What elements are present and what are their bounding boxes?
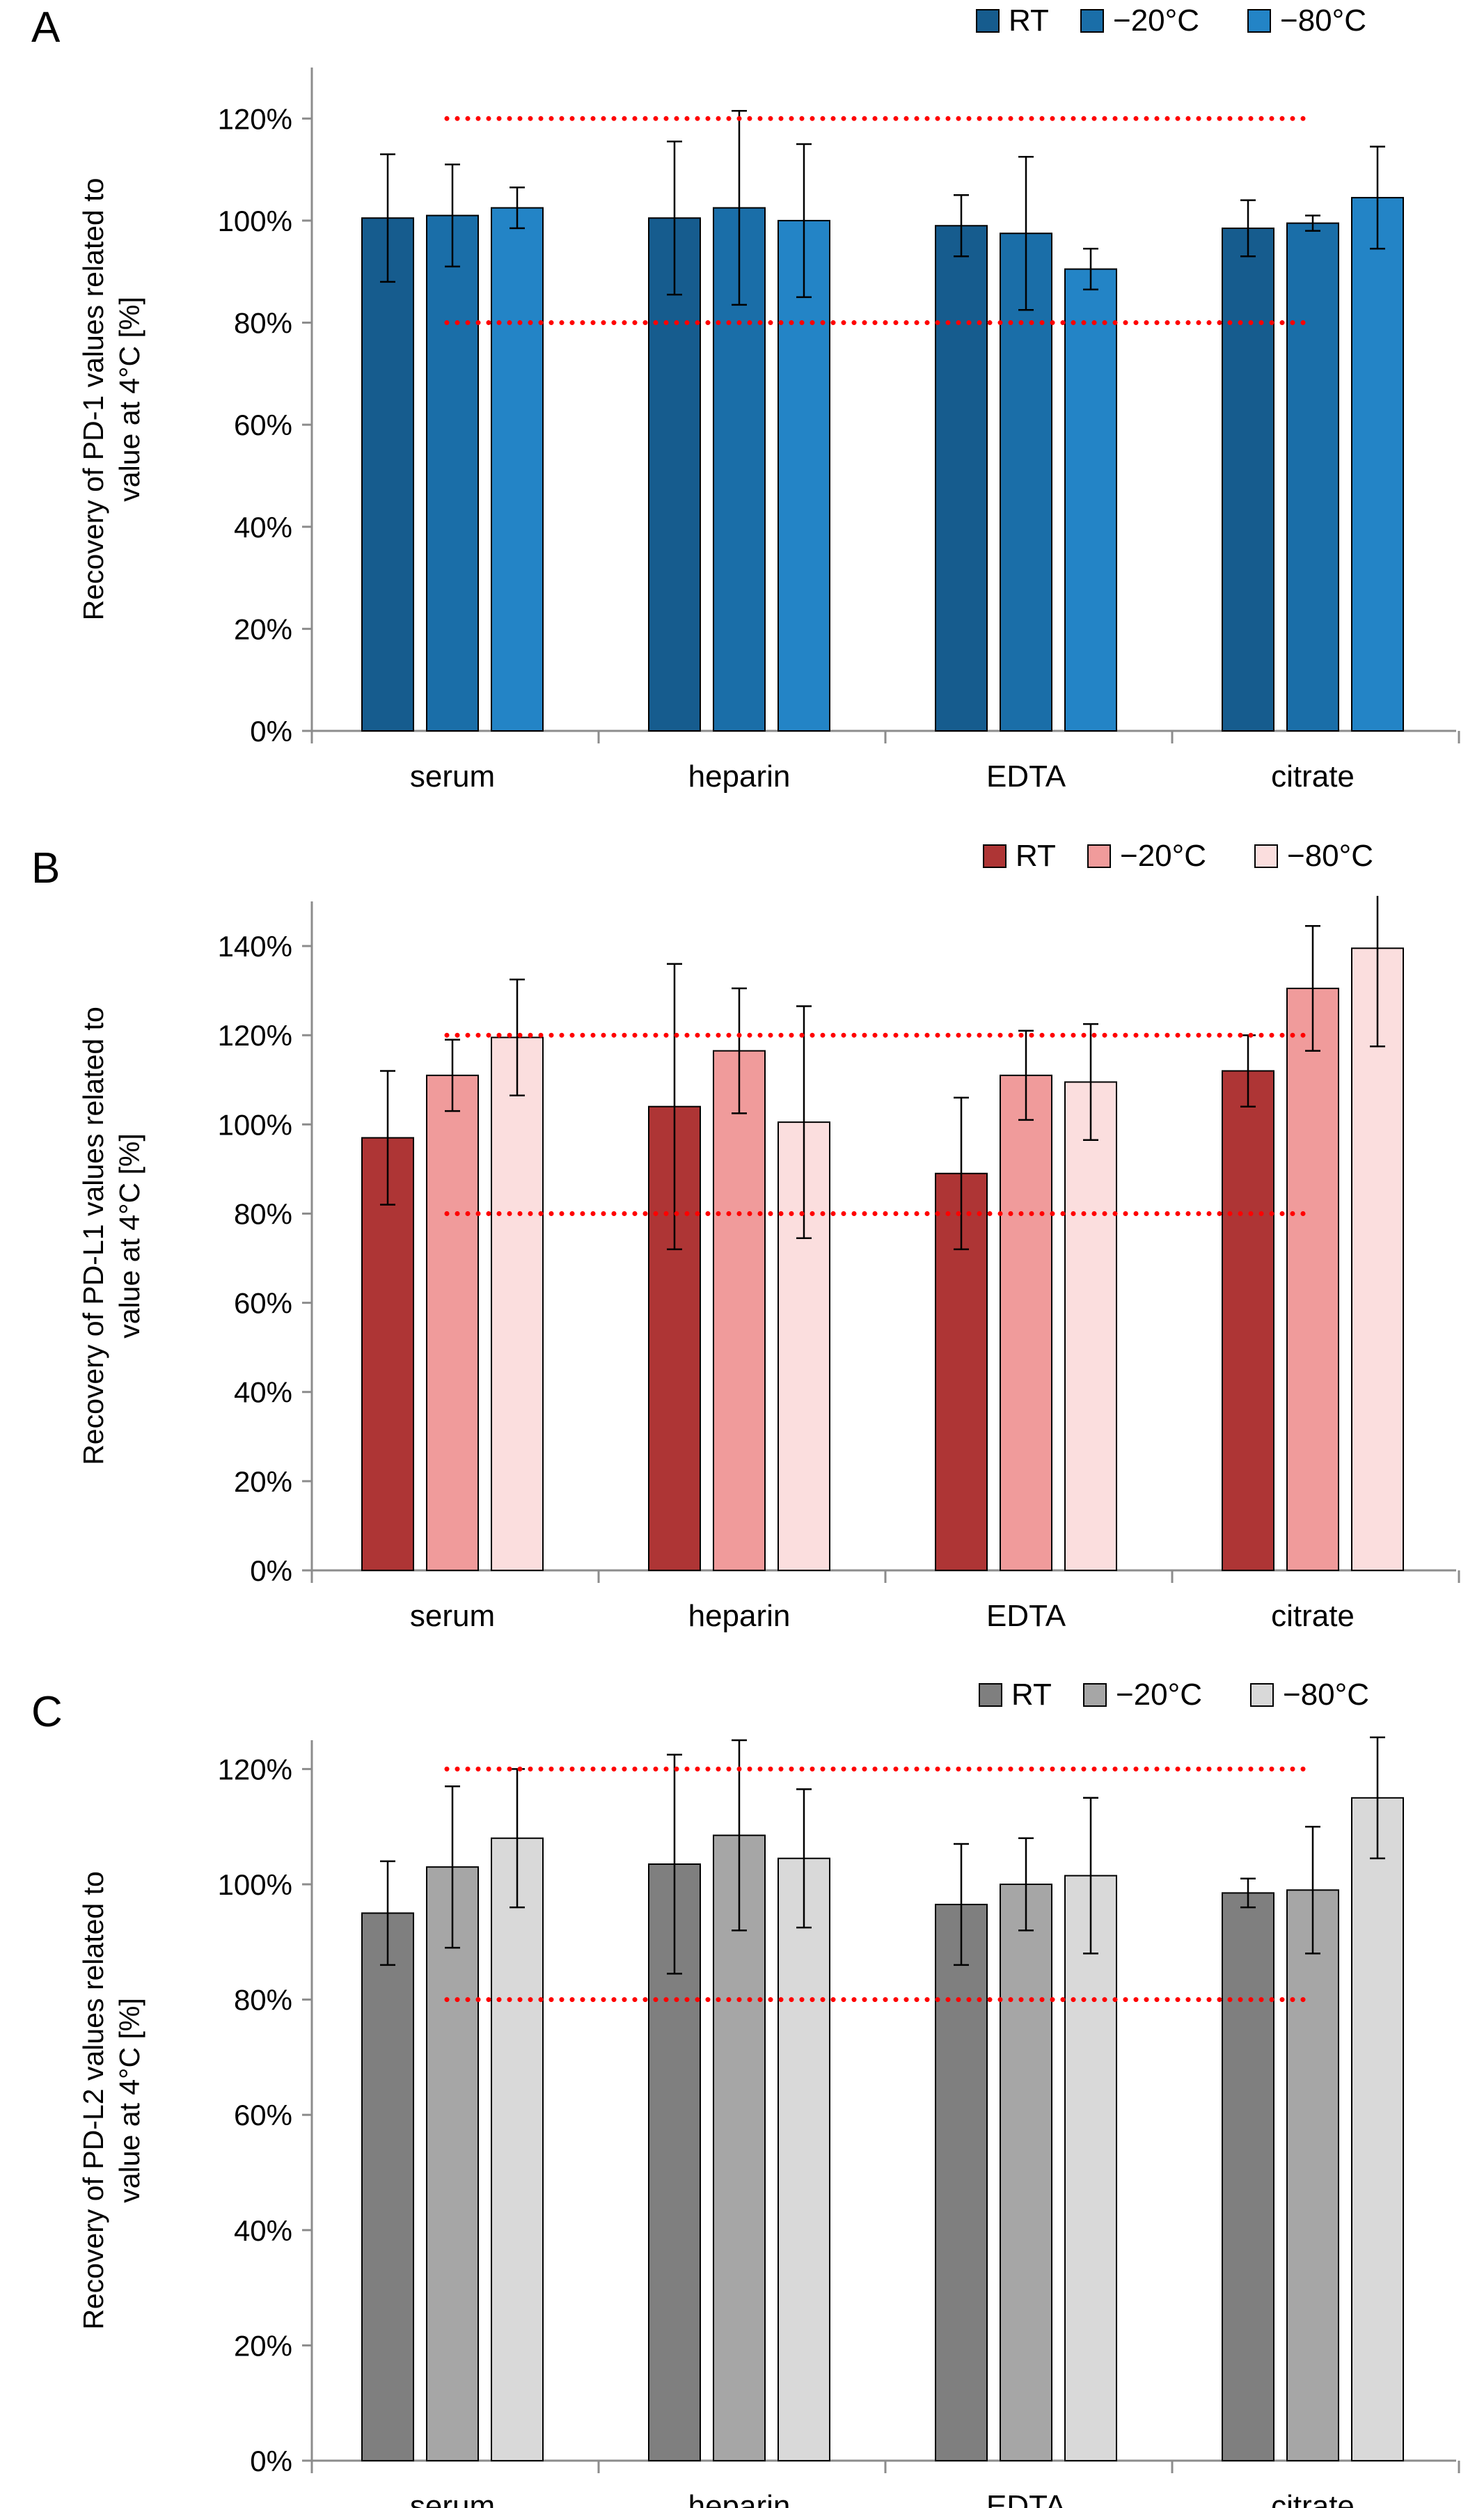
bar-citrate-0 xyxy=(1222,1070,1274,1572)
y-tick-label: 80% xyxy=(234,1984,292,2017)
y-tick-label: 100% xyxy=(218,1108,292,1141)
bar-heparin-0 xyxy=(648,217,701,732)
x-tick-label: EDTA xyxy=(986,1599,1066,1633)
x-tick-label: serum xyxy=(410,2489,495,2508)
legend-swatch xyxy=(979,1683,1002,1707)
bar-serum-0 xyxy=(361,1137,414,1571)
y-tick-label: 0% xyxy=(250,715,292,748)
y-tick-label: 40% xyxy=(234,511,292,544)
chart-panel-c: C 0% 20% 40% 60% 80% 100% 120% Recovery of PD-L2… xyxy=(31,1678,1460,2508)
bar-EDTA-0 xyxy=(935,225,988,732)
y-tick-label: 100% xyxy=(218,1868,292,1901)
bar-citrate-1 xyxy=(1286,987,1339,1572)
chart-panel-b: B 0% 20% 40% 60% 80% 100% 120% 140% Recovery of P… xyxy=(31,839,1460,1633)
y-tick-label: 40% xyxy=(234,1376,292,1409)
x-tick-label: serum xyxy=(410,759,495,794)
legend-label: −80°C xyxy=(1283,1678,1369,1712)
legend-swatch xyxy=(1087,844,1111,868)
chart-panel-a: A 0% 20% 40% 60% 80% 100% 120% Recovery of PD-1 … xyxy=(31,3,1460,794)
bar-heparin-2 xyxy=(777,1857,830,2461)
y-tick-label: 140% xyxy=(218,930,292,963)
bar-EDTA-1 xyxy=(1000,232,1052,732)
legend-swatch xyxy=(976,9,1000,33)
y-tick-label: 80% xyxy=(234,1197,292,1230)
bar-heparin-1 xyxy=(713,1050,766,1571)
legend-label: RT xyxy=(1009,3,1049,38)
legend-label: −20°C xyxy=(1113,3,1199,38)
bar-serum-1 xyxy=(426,214,479,732)
y-axis-title: value at 4°C [%] xyxy=(113,1998,145,2202)
legend-label: −20°C xyxy=(1116,1678,1202,1712)
panel-label: B xyxy=(31,844,60,892)
legend-swatch xyxy=(1254,844,1278,868)
x-tick-label: heparin xyxy=(688,2489,791,2508)
y-tick-label: 20% xyxy=(234,613,292,645)
y-tick-label: 120% xyxy=(218,1753,292,1785)
bar-citrate-2 xyxy=(1351,196,1404,732)
y-tick-label: 60% xyxy=(234,2099,292,2131)
legend-swatch xyxy=(983,844,1007,868)
legend-swatch xyxy=(1080,9,1104,33)
panel-label: C xyxy=(31,1688,63,1736)
x-tick-label: EDTA xyxy=(986,2489,1066,2508)
bar-EDTA-1 xyxy=(1000,1074,1052,1571)
y-axis-title: Recovery of PD-1 values related to xyxy=(77,178,109,621)
y-tick-label: 0% xyxy=(250,2445,292,2477)
legend-swatch xyxy=(1250,1683,1274,1707)
bar-serum-1 xyxy=(426,1074,479,1571)
bar-EDTA-0 xyxy=(935,1903,988,2461)
bar-citrate-0 xyxy=(1222,1892,1274,2461)
bar-citrate-1 xyxy=(1286,1889,1339,2461)
y-tick-label: 0% xyxy=(250,1554,292,1587)
bar-EDTA-2 xyxy=(1064,1875,1117,2462)
y-tick-label: 100% xyxy=(218,205,292,237)
legend-label: RT xyxy=(1011,1678,1052,1712)
legend-label: −80°C xyxy=(1287,839,1373,873)
bar-serum-0 xyxy=(361,1912,414,2461)
y-axis-title: value at 4°C [%] xyxy=(113,297,145,501)
bar-heparin-2 xyxy=(777,219,830,732)
y-axis-title: Recovery of PD-L2 values related to xyxy=(77,1871,109,2330)
x-tick-label: serum xyxy=(410,1599,495,1633)
y-tick-label: 120% xyxy=(218,102,292,135)
bar-citrate-1 xyxy=(1286,222,1339,732)
x-tick-label: citrate xyxy=(1271,1599,1355,1633)
y-tick-label: 40% xyxy=(234,2214,292,2247)
y-tick-label: 60% xyxy=(234,409,292,441)
bar-citrate-0 xyxy=(1222,227,1274,732)
legend-swatch xyxy=(1083,1683,1107,1707)
legend-label: −20°C xyxy=(1120,839,1206,873)
bar-heparin-2 xyxy=(777,1121,830,1571)
bar-citrate-2 xyxy=(1351,1797,1404,2462)
bar-EDTA-2 xyxy=(1064,1081,1117,1571)
y-axis-title: Recovery of PD-L1 values related to xyxy=(77,1007,109,1465)
y-tick-label: 120% xyxy=(218,1019,292,1052)
y-tick-label: 20% xyxy=(234,1465,292,1498)
bar-serum-2 xyxy=(491,207,544,732)
legend-label: −80°C xyxy=(1280,3,1366,38)
bar-heparin-1 xyxy=(713,1834,766,2462)
bar-EDTA-1 xyxy=(1000,1884,1052,2461)
legend-label: RT xyxy=(1016,839,1056,873)
y-tick-label: 20% xyxy=(234,2329,292,2362)
x-tick-label: citrate xyxy=(1271,2489,1355,2508)
x-tick-label: heparin xyxy=(688,1599,791,1633)
bar-serum-0 xyxy=(361,217,414,732)
panel-label: A xyxy=(31,3,61,52)
x-tick-label: EDTA xyxy=(986,759,1066,794)
y-axis-title: value at 4°C [%] xyxy=(113,1133,145,1338)
legend-swatch xyxy=(1247,9,1271,33)
bar-serum-2 xyxy=(491,1036,544,1571)
y-tick-label: 80% xyxy=(234,307,292,340)
y-tick-label: 60% xyxy=(234,1287,292,1320)
x-tick-label: heparin xyxy=(688,759,791,794)
x-tick-label: citrate xyxy=(1271,759,1355,794)
bar-citrate-2 xyxy=(1351,947,1404,1571)
bar-serum-1 xyxy=(426,1866,479,2461)
bar-EDTA-2 xyxy=(1064,268,1117,732)
bar-serum-2 xyxy=(491,1837,544,2461)
